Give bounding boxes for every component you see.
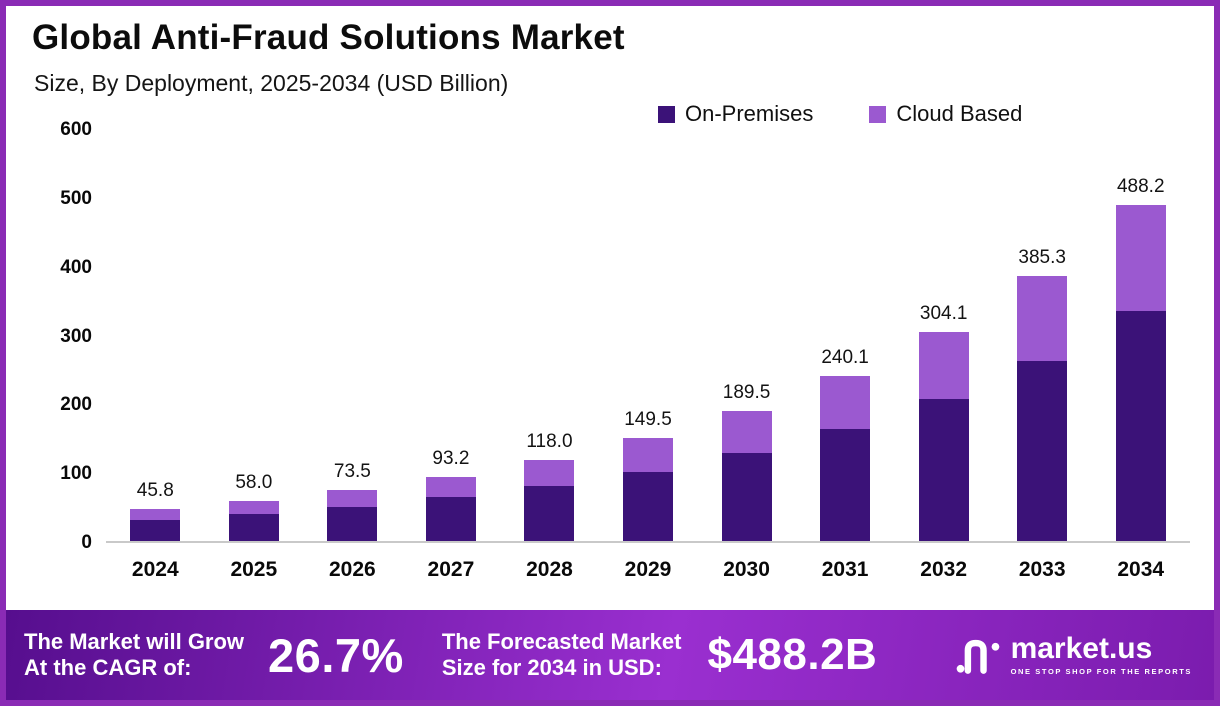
bar-total-label: 45.8 — [136, 480, 174, 502]
bar-total-label: 93.2 — [432, 447, 470, 469]
bar-segment-on-premises — [820, 428, 871, 541]
x-axis-label-2029: 2029 — [624, 558, 672, 581]
page-title: Global Anti-Fraud Solutions Market — [32, 18, 625, 57]
bar-segment-on-premises — [524, 485, 575, 541]
bar-segment-cloud-based — [327, 490, 378, 507]
bar-group-2027: 93.2 — [402, 130, 501, 541]
x-axis-label-2030: 2030 — [723, 558, 770, 581]
bar-total-label: 149.5 — [624, 409, 672, 431]
legend-swatch-on-premises-icon — [658, 105, 675, 123]
legend-label-on-premises: On-Premises — [685, 101, 814, 126]
x-axis-label-2026: 2026 — [329, 558, 376, 581]
marketus-logo-icon — [956, 639, 999, 674]
y-tick-label: 500 — [60, 187, 92, 209]
forecast-label-line1: The Forecasted Market — [441, 629, 682, 655]
bar-segment-on-premises — [623, 472, 673, 541]
brand-logo: market.us ONE STOP SHOP FOR THE REPORTS — [955, 634, 1192, 676]
brand-tagline: ONE STOP SHOP FOR THE REPORTS — [1010, 667, 1192, 677]
bar-total-label: 189.5 — [722, 381, 771, 403]
x-axis-label-2024: 2024 — [131, 558, 179, 581]
legend: On-Premises Cloud Based — [658, 101, 1022, 127]
bar-group-2030: 189.5 — [697, 130, 796, 541]
x-axis-label-2025: 2025 — [230, 558, 278, 581]
forecast-label: The Forecasted Market Size for 2034 in U… — [442, 629, 682, 681]
bar-total-label: 488.2 — [1116, 175, 1165, 197]
x-axis-label-2031: 2031 — [821, 558, 869, 581]
bar-segment-cloud-based — [820, 375, 871, 429]
bar-total-label: 73.5 — [333, 461, 371, 483]
bar-segment-cloud-based — [228, 501, 279, 514]
y-tick-label: 600 — [60, 119, 92, 140]
bar-group-2024: 45.8 — [106, 130, 205, 541]
y-tick-label: 200 — [60, 394, 92, 416]
bar-segment-on-premises — [1017, 360, 1068, 541]
bar-segment-cloud-based — [918, 331, 969, 399]
cagr-label: The Market will Grow At the CAGR of: — [24, 629, 244, 681]
bar-segment-on-premises — [918, 398, 969, 541]
bar-segment-cloud-based — [524, 459, 575, 486]
bar-segment-on-premises — [1115, 310, 1166, 541]
bar-total-label: 118.0 — [526, 430, 573, 452]
bar-segment-cloud-based — [1115, 204, 1166, 311]
chart-subtitle: Size, By Deployment, 2025-2034 (USD Bill… — [34, 70, 509, 96]
cagr-value: 26.7% — [268, 628, 404, 682]
bar-group-2025: 58.0 — [205, 130, 304, 541]
bar-total-label: 385.3 — [1018, 246, 1066, 268]
bar-group-2031: 240.1 — [796, 130, 895, 541]
x-axis-label-2028: 2028 — [526, 558, 573, 581]
footer-banner: The Market will Grow At the CAGR of: 26.… — [6, 610, 1214, 700]
brand-text: market.us ONE STOP SHOP FOR THE REPORTS — [1011, 634, 1192, 676]
chart-area: Global Anti-Fraud Solutions Market Size,… — [6, 6, 1214, 610]
bar-segment-on-premises — [228, 513, 279, 541]
cagr-label-line1: The Market will Grow — [24, 629, 245, 655]
legend-item-on-premises: On-Premises — [658, 101, 813, 127]
y-tick-label: 400 — [60, 256, 92, 278]
y-tick-label: 0 — [81, 532, 92, 553]
bar-segment-on-premises — [327, 506, 378, 541]
bar-group-2028: 118.0 — [500, 130, 599, 541]
bar-group-2032: 304.1 — [894, 130, 993, 541]
x-axis: 2024 2025 2026 2027 2028 2029 2030 2031 2032 2033… — [106, 558, 1190, 582]
bar-total-label: 240.1 — [821, 346, 869, 368]
cagr-label-line2: At the CAGR of: — [24, 655, 192, 680]
bar-group-2026: 73.5 — [303, 130, 402, 541]
bar-group-2034: 488.2 — [1091, 130, 1190, 541]
bar-total-label: 304.1 — [919, 302, 968, 324]
x-axis-label-2033: 2033 — [1018, 558, 1066, 581]
y-tick-label: 300 — [60, 325, 92, 347]
x-axis-label-2034: 2034 — [1117, 558, 1165, 581]
bar-group-2033: 385.3 — [993, 130, 1092, 541]
bar-segment-cloud-based — [130, 509, 181, 520]
legend-label-cloud-based: Cloud Based — [896, 101, 1023, 126]
y-tick-label: 100 — [60, 463, 92, 485]
bar-segment-cloud-based — [623, 438, 673, 473]
x-axis-label-2032: 2032 — [920, 558, 967, 581]
bar-segment-cloud-based — [425, 476, 476, 498]
y-axis: 0 100 200 300 400 500 600 — [20, 119, 92, 553]
bar-segment-on-premises — [721, 452, 772, 541]
bar-segment-cloud-based — [1017, 275, 1068, 361]
plot-area: 45.8 58.0 73.5 93.2 118.0 149.5 189.5 240.1 304.… — [106, 130, 1190, 543]
forecast-label-line2: Size for 2034 in USD: — [441, 655, 662, 680]
forecast-value: $488.2B — [707, 630, 878, 679]
bar-segment-on-premises — [130, 519, 181, 541]
bar-segment-cloud-based — [721, 410, 772, 453]
legend-swatch-cloud-based-icon — [869, 105, 887, 123]
bar-segment-on-premises — [425, 497, 476, 541]
bar-total-label: 58.0 — [235, 472, 273, 494]
legend-item-cloud-based: Cloud Based — [869, 101, 1022, 127]
x-axis-label-2027: 2027 — [427, 558, 475, 581]
brand-name: market.us — [1010, 632, 1153, 666]
bar-group-2029: 149.5 — [599, 130, 698, 541]
